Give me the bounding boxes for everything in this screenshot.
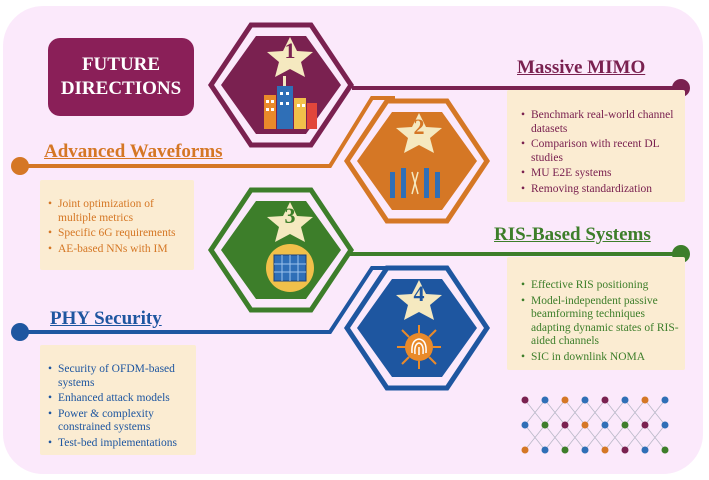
heading-ris-based-systems: RIS-Based Systems [494,224,651,245]
waveforms-item: AE-based NNs with IM [46,243,188,257]
hexagon-2: 2 [343,98,491,224]
mimo-item: Benchmark real-world channel datasets [519,109,679,136]
heading-advanced-waveforms: Advanced Waveforms [44,141,223,162]
mimo-item: MU E2E systems [519,167,679,181]
ris-item: SIC in downlink NOMA [519,351,679,365]
phy-item: Power & complexity constrained systems [46,408,190,435]
neural-network-nodes [521,396,669,454]
waveforms-item: Joint optimization of multiple metrics [46,198,188,225]
mimo-item: Removing standardization [519,183,679,197]
title-line-2: DIRECTIONS [60,78,182,99]
antenna-array-icon [390,168,440,198]
connector-waveforms [11,96,395,175]
hexagon-4: 4 [343,265,491,391]
title-line-1: FUTURE [81,54,161,75]
ris-panel-icon [266,244,314,292]
star-1-icon [267,37,313,77]
hexagon-3-number: 3 [285,203,296,228]
hexagon-4-number: 4 [414,281,425,306]
ris-box: Effective RIS positioning Model-independ… [507,257,685,370]
hexagon-1: 1 [207,22,355,148]
hexagon-3: 3 [207,187,355,313]
hexagon-1-number: 1 [285,38,296,63]
neural-network-icon [524,399,666,451]
hexagon-2-number: 2 [414,114,425,139]
connector-phy [11,266,395,341]
ris-item: Effective RIS positioning [519,279,679,293]
fingerprint-network-icon [397,325,441,369]
title-box: FUTURE DIRECTIONS [48,38,194,116]
star-3-icon [267,202,313,242]
phy-item: Test-bed implementations [46,437,190,451]
phy-item: Enhanced attack models [46,392,190,406]
city-building-icon [264,76,317,129]
waveforms-item: Specific 6G requirements [46,227,188,241]
star-2-icon [396,113,442,153]
mimo-item: Comparison with recent DL studies [519,138,679,165]
star-4-icon [396,280,442,320]
ris-item: Model-independent passive beamforming te… [519,295,679,349]
heading-massive-mimo: Massive MIMO [517,57,646,78]
phy-item: Security of OFDM-based systems [46,363,190,390]
mimo-box: Benchmark real-world channel datasets Co… [507,90,685,202]
heading-phy-security: PHY Security [50,308,162,329]
waveforms-box: Joint optimization of multiple metrics S… [40,180,194,270]
phy-box: Security of OFDM-based systems Enhanced … [40,345,196,455]
